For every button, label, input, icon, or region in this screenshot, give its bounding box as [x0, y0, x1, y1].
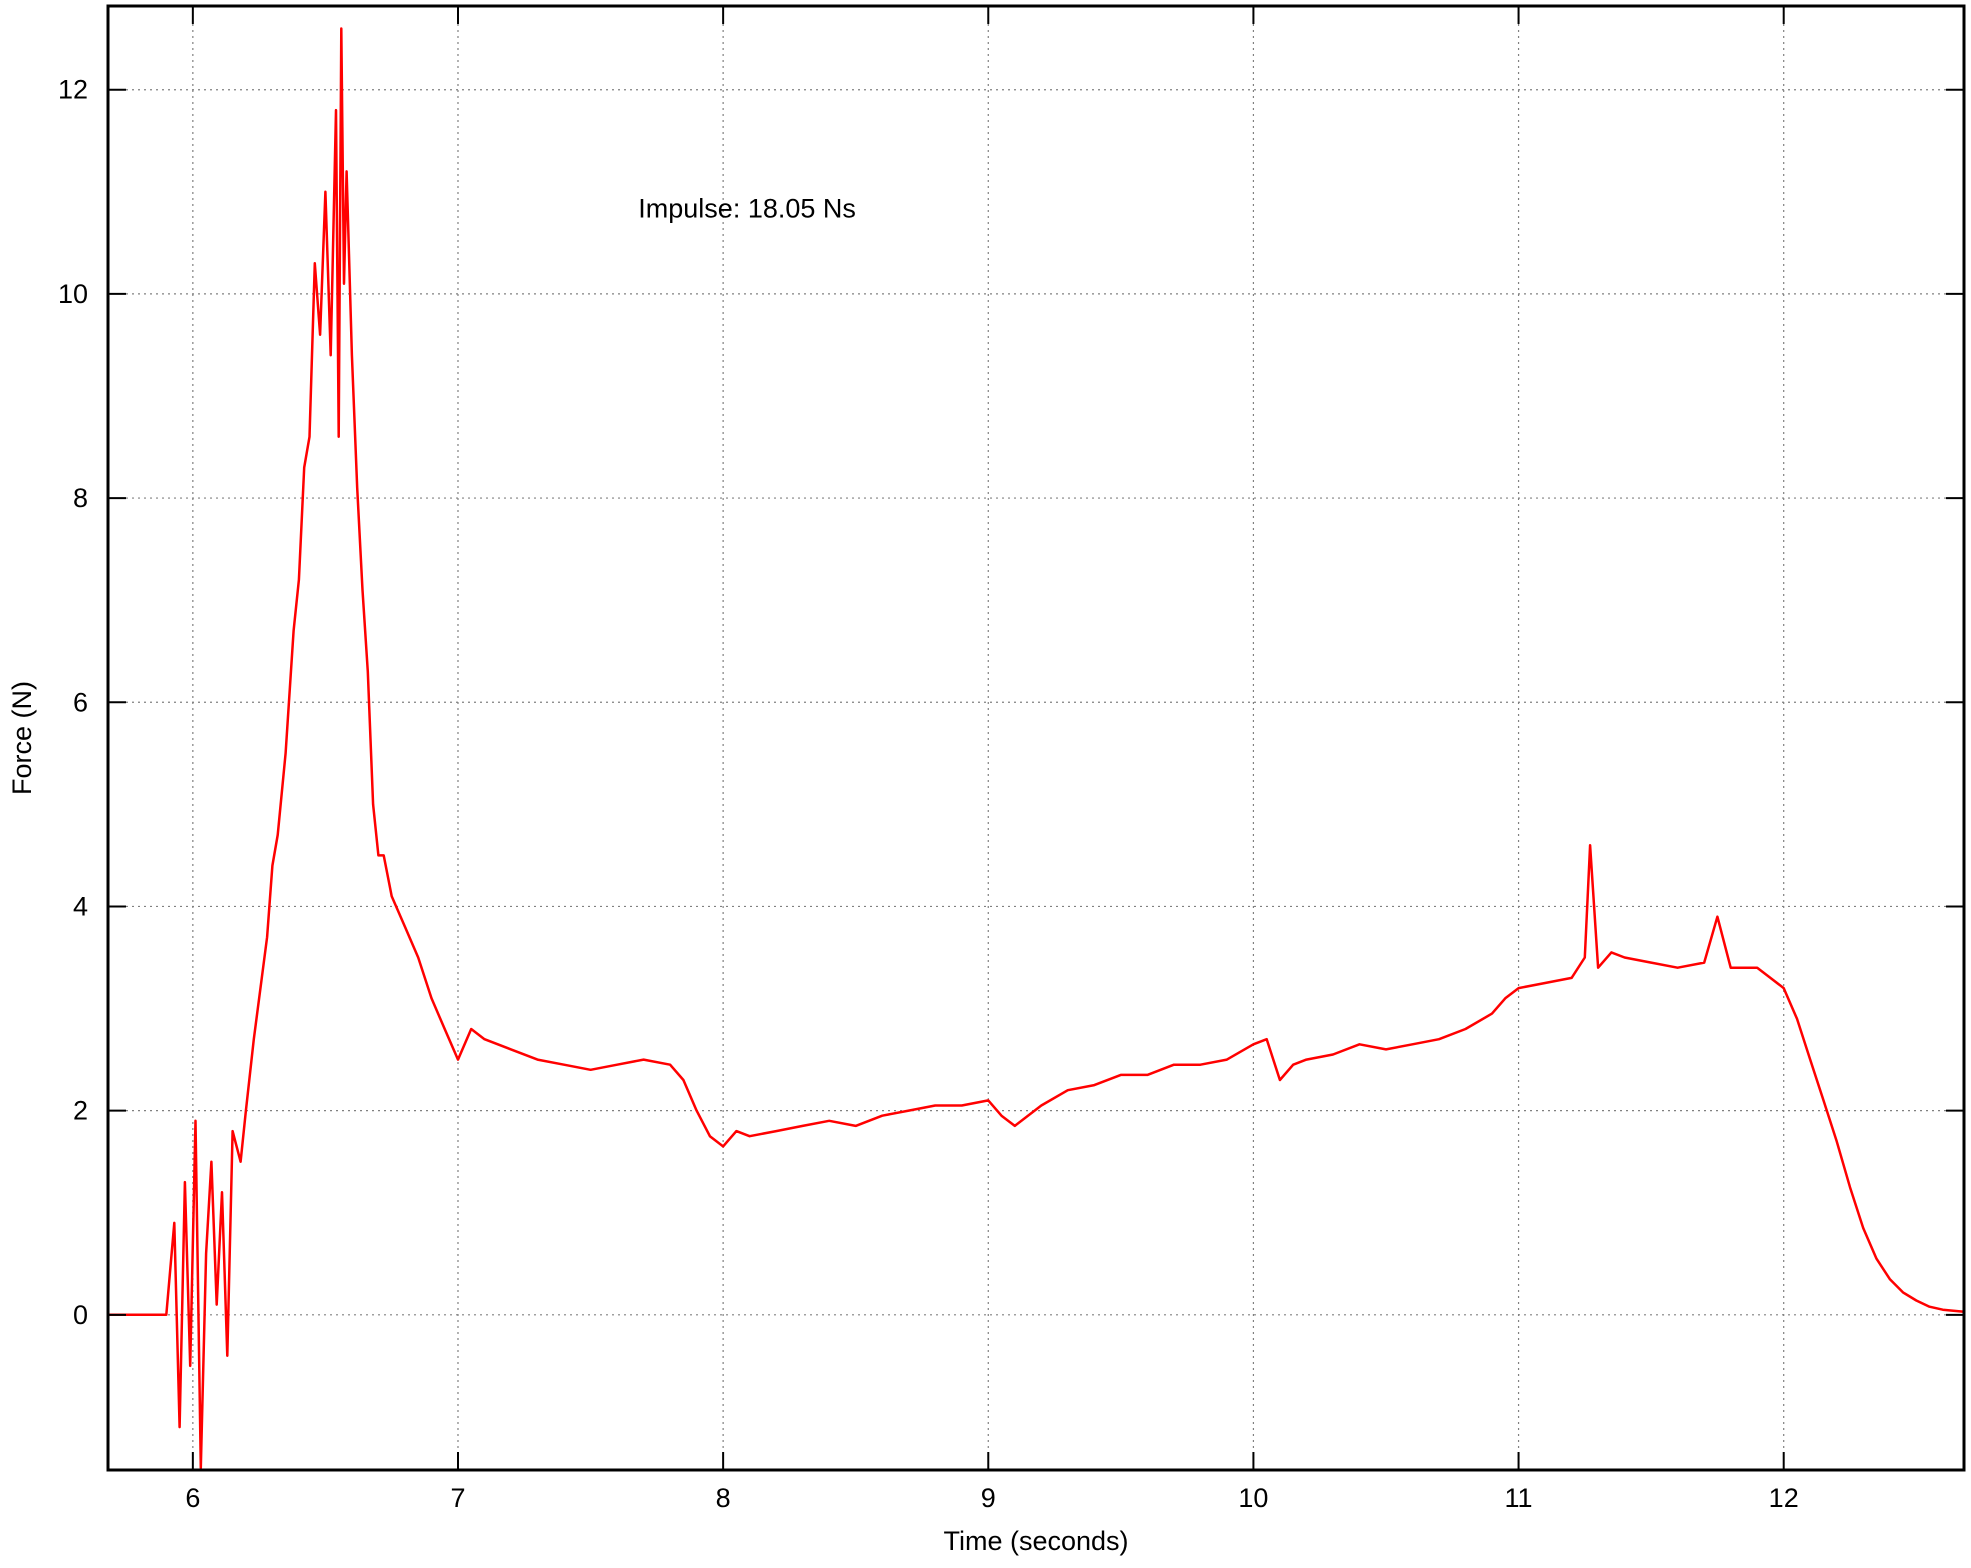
- impulse-annotation: Impulse: 18.05 Ns: [638, 193, 856, 223]
- tick-marks: [108, 6, 1964, 1470]
- x-tick-label: 6: [185, 1483, 200, 1513]
- force-series-line: [108, 27, 1965, 1470]
- y-tick-label: 10: [58, 279, 88, 309]
- x-tick-label: 8: [716, 1483, 731, 1513]
- y-tick-label: 0: [73, 1300, 88, 1330]
- y-axis-label: Force (N): [7, 681, 37, 795]
- y-tick-label: 8: [73, 483, 88, 513]
- y-tick-label: 2: [73, 1096, 88, 1126]
- tick-labels: 6 7 8 9 10 11 12 0 2 4 6 8 10 12: [58, 75, 1799, 1513]
- x-tick-label: 9: [981, 1483, 996, 1513]
- gridlines: [108, 6, 1964, 1470]
- y-tick-label: 4: [73, 891, 88, 921]
- y-tick-label: 6: [73, 687, 88, 717]
- x-tick-label: 12: [1769, 1483, 1799, 1513]
- series-layer: [108, 27, 1965, 1470]
- x-tick-label: 7: [450, 1483, 465, 1513]
- y-tick-label: 12: [58, 75, 88, 105]
- x-tick-label: 10: [1238, 1483, 1268, 1513]
- x-axis-label: Time (seconds): [943, 1526, 1128, 1556]
- plot-frame: [106, 4, 1966, 1472]
- x-tick-label: 11: [1505, 1483, 1533, 1513]
